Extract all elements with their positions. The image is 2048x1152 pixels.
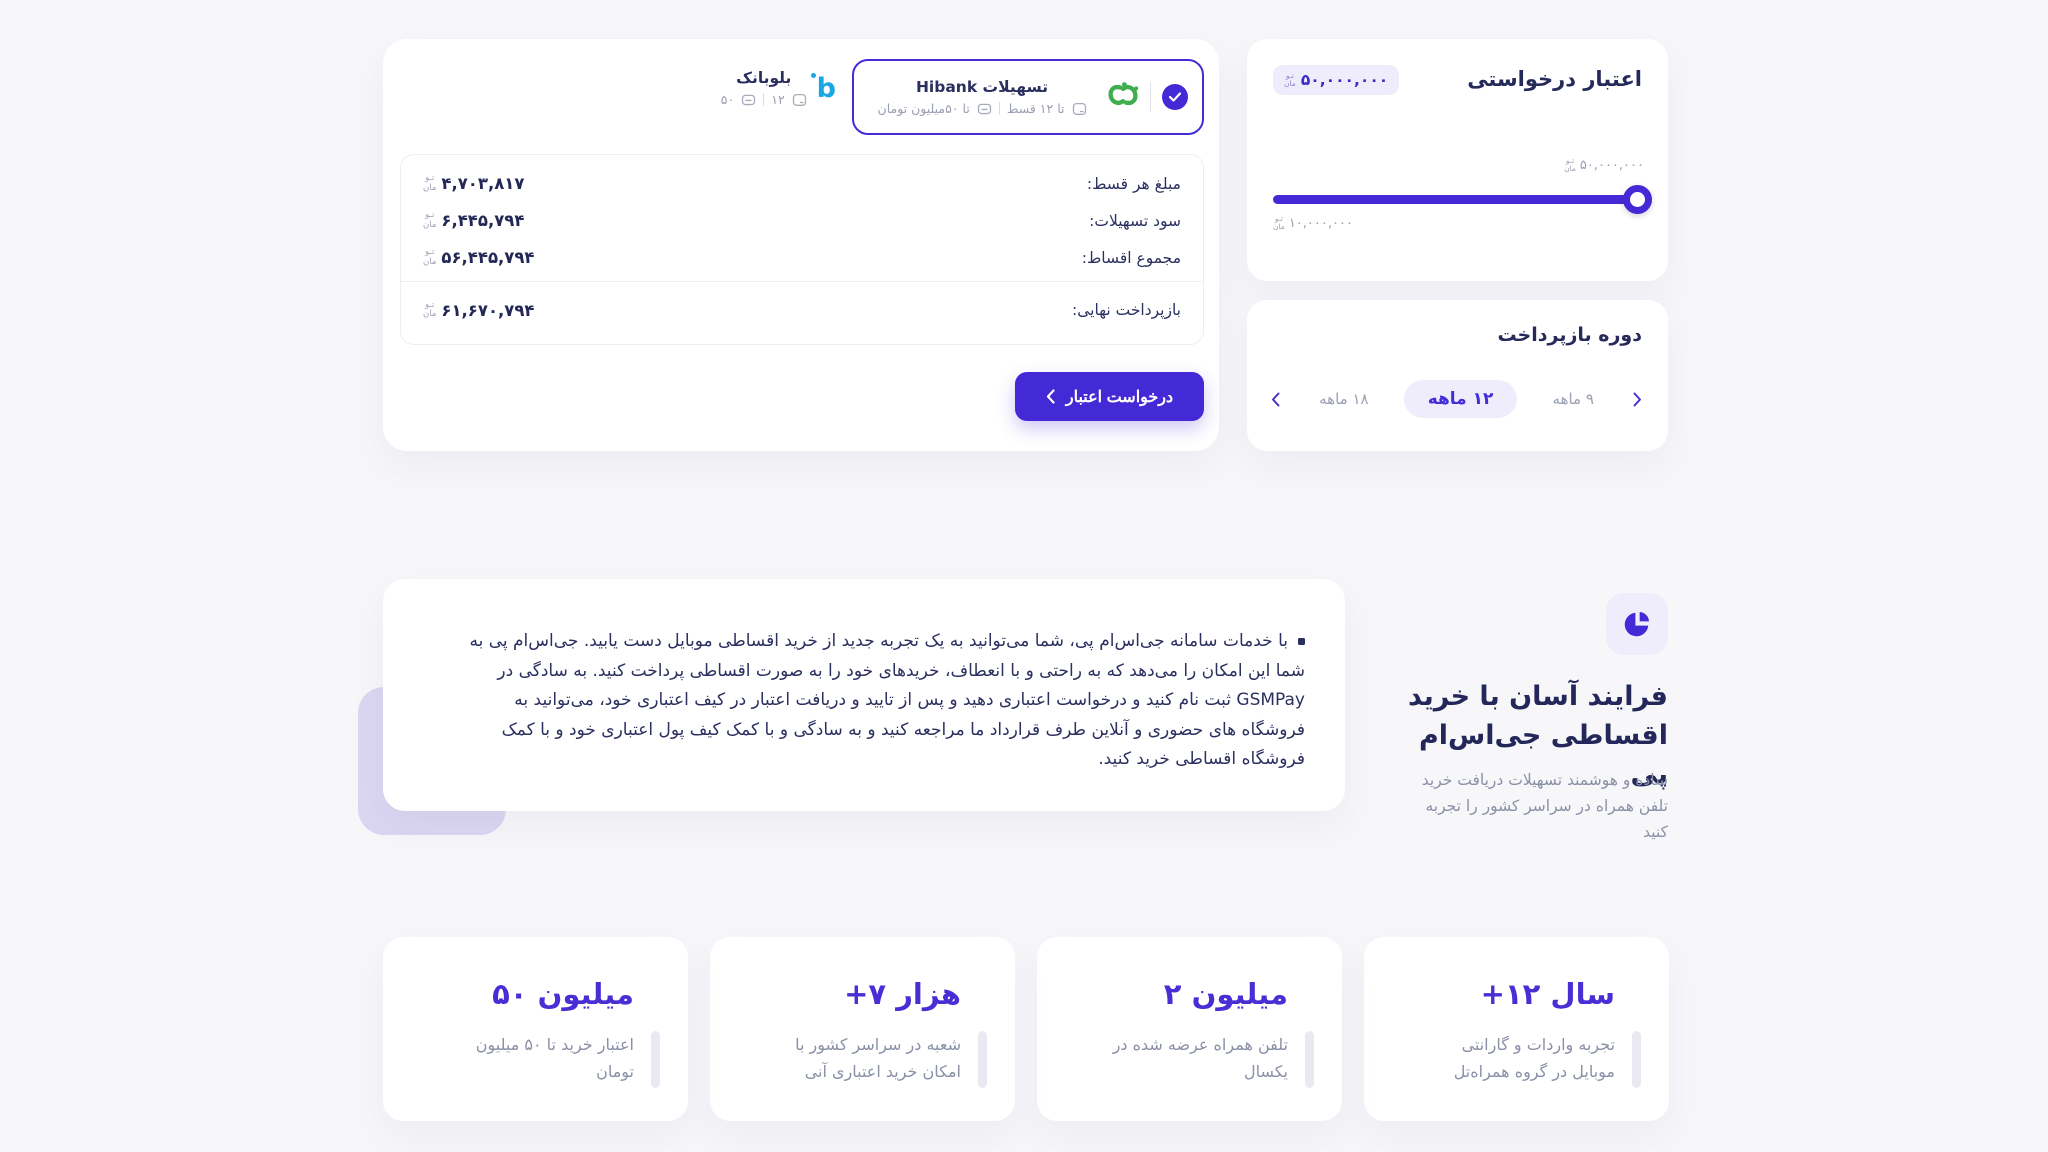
chevron-left-icon[interactable]: [1267, 388, 1284, 411]
detail-row-installment-amount: مبلغ هر قسط: ۴,۷۰۳,۸۱۷ تـو مان: [423, 165, 1181, 202]
stat-card-phones: ۲ میلیون تلفن همراه عرضه شده در یکسال: [1037, 937, 1342, 1121]
stat-value: +۷ هزار: [844, 977, 961, 1011]
stat-card-branches: +۷ هزار شعبه در سراسر کشور با امکان خرید…: [710, 937, 1015, 1121]
bullet-icon: [1298, 637, 1305, 645]
stat-card-years: +۱۲ سال تجربه واردات و گارانتی موبایل در…: [1364, 937, 1669, 1121]
pie-chart-icon: [1606, 593, 1668, 655]
period-options-row: ۹ ماهه ۱۲ ماهه ۱۸ ماهه: [1267, 380, 1646, 418]
stat-caption: اعتبار خرید تا ۵۰ میلیون تومان: [475, 1035, 634, 1081]
credit-title: اعتبار درخواستی: [1467, 67, 1642, 91]
installment-calculator-card: تسهیلات Hibank تا ۱۲ قسط تا ۵۰میلیون توم…: [383, 39, 1219, 451]
row-label: مجموع اقساط:: [1081, 248, 1181, 267]
row-value: ۶,۴۴۵,۷۹۴: [441, 211, 525, 230]
period-option-9[interactable]: ۹ ماهه: [1552, 390, 1594, 408]
toman-symbol: تـو مان: [423, 173, 437, 193]
chevron-right-icon[interactable]: [1629, 388, 1646, 411]
repayment-period-card: دوره بازپرداخت ۹ ماهه ۱۲ ماهه ۱۸ ماهه: [1247, 300, 1668, 451]
blubank-info: بلوبانک ۱۲ ۵۰: [721, 69, 807, 107]
divider: [998, 102, 1000, 115]
stat-value: ۵۰ میلیون: [492, 977, 634, 1011]
toman-symbol: تـو مان: [1284, 70, 1296, 88]
stat-value: +۱۲ سال: [1480, 977, 1615, 1011]
bank-option-blubank[interactable]: b بلوبانک ۱۲ ۵۰: [721, 69, 836, 107]
period-option-12-selected[interactable]: ۱۲ ماهه: [1403, 380, 1518, 418]
hibank-info: تسهیلات Hibank تا ۱۲ قسط تا ۵۰میلیون توم…: [868, 78, 1096, 116]
wallet-icon: [742, 94, 756, 106]
chevron-left-icon: [1046, 389, 1055, 404]
wallet-icon: [977, 103, 991, 115]
stat-value: ۲ میلیون: [1163, 977, 1288, 1011]
row-value: ۶۱,۶۷۰,۷۹۴: [441, 300, 535, 320]
stat-card-credit: ۵۰ میلیون اعتبار خرید تا ۵۰ میلیون تومان: [383, 937, 688, 1121]
divider: [763, 93, 765, 106]
requested-credit-card: اعتبار درخواستی ۵۰,۰۰۰,۰۰۰ تـو مان ۵۰,۰۰۰…: [1247, 39, 1668, 281]
row-value: ۵۶,۴۴۵,۷۹۴: [441, 248, 535, 267]
toman-symbol: تـو مان: [1564, 156, 1576, 174]
blubank-amount: ۵۰: [720, 92, 735, 107]
calendar-icon: [1072, 102, 1086, 115]
selected-check-icon: [1162, 84, 1188, 110]
detail-row-interest: سود تسهیلات: ۶,۴۴۵,۷۹۴ تـو مان: [423, 202, 1181, 239]
slider-max-label: ۵۰,۰۰۰,۰۰۰ تـو مان: [1564, 156, 1644, 174]
stat-caption: شعبه در سراسر کشور با امکان خرید اعتباری…: [795, 1035, 961, 1081]
credit-slider-thumb[interactable]: [1623, 185, 1652, 214]
toman-symbol: تـو مان: [423, 299, 437, 319]
row-label: سود تسهیلات:: [1089, 211, 1181, 230]
toman-symbol: تـو مان: [423, 247, 437, 267]
blubank-installments: ۱۲: [771, 92, 785, 107]
row-label: مبلغ هر قسط:: [1086, 174, 1181, 193]
row-label: بازپرداخت نهایی:: [1072, 301, 1181, 319]
stat-accent-bar: [978, 1031, 987, 1088]
detail-row-final-repayment: بازپرداخت نهایی: ۶۱,۶۷۰,۷۹۴ تـو مان: [423, 287, 1181, 333]
hibank-name: تسهیلات Hibank: [915, 78, 1049, 96]
hibank-amount: تا ۵۰میلیون تومان: [877, 101, 970, 116]
credit-amount-value: ۵۰,۰۰۰,۰۰۰: [1300, 71, 1389, 89]
about-subtext: ساده و هوشمند تسهیلات دریافت خرید تلفن ه…: [1421, 771, 1668, 841]
period-title: دوره بازپرداخت: [1497, 324, 1642, 346]
credit-amount-badge: ۵۰,۰۰۰,۰۰۰ تـو مان: [1273, 65, 1400, 95]
stats-row: +۱۲ سال تجربه واردات و گارانتی موبایل در…: [383, 937, 1669, 1121]
description-paragraph: با خدمات سامانه جی‌اس‌ام پی، شما می‌توان…: [469, 631, 1305, 769]
credit-slider[interactable]: [1273, 195, 1642, 204]
stat-caption: تجربه واردات و گارانتی موبایل در گروه هم…: [1453, 1035, 1615, 1081]
row-value: ۴,۷۰۳,۸۱۷: [441, 174, 525, 193]
description-card: با خدمات سامانه جی‌اس‌ام پی، شما می‌توان…: [383, 579, 1345, 811]
blubank-name: بلوبانک: [736, 69, 792, 87]
divider: [401, 281, 1203, 282]
hibank-installments: تا ۱۲ قسط: [1006, 101, 1065, 116]
blubank-logo-icon: b: [810, 72, 836, 102]
stat-accent-bar: [651, 1031, 660, 1088]
period-option-18[interactable]: ۱۸ ماهه: [1319, 390, 1369, 408]
stat-accent-bar: [1305, 1031, 1314, 1088]
stat-accent-bar: [1632, 1031, 1641, 1088]
slider-min-label: ۱۰,۰۰۰,۰۰۰ تـو مان: [1273, 214, 1353, 232]
blubank-meta: ۱۲ ۵۰: [721, 92, 807, 107]
detail-row-total-installments: مجموع اقساط: ۵۶,۴۴۵,۷۹۴ تـو مان: [423, 239, 1181, 276]
divider: [1150, 82, 1151, 112]
stat-caption: تلفن همراه عرضه شده در یکسال: [1112, 1035, 1288, 1081]
hibank-meta: تا ۱۲ قسط تا ۵۰میلیون تومان: [868, 101, 1096, 116]
request-credit-label: درخواست اعتبار: [1065, 388, 1174, 406]
bank-option-hibank[interactable]: تسهیلات Hibank تا ۱۲ قسط تا ۵۰میلیون توم…: [852, 59, 1204, 135]
installment-details-box: مبلغ هر قسط: ۴,۷۰۳,۸۱۷ تـو مان سود تسهیلات…: [400, 154, 1204, 345]
about-heading: فرایند آسان با خرید اقساطی جی‌اس‌ام پی: [1408, 681, 1668, 790]
toman-symbol: تـو مان: [423, 210, 437, 230]
calendar-icon: [792, 93, 806, 106]
hibank-logo-icon: [1107, 80, 1139, 114]
toman-symbol: تـو مان: [1273, 214, 1285, 232]
request-credit-button[interactable]: درخواست اعتبار: [1015, 372, 1204, 421]
